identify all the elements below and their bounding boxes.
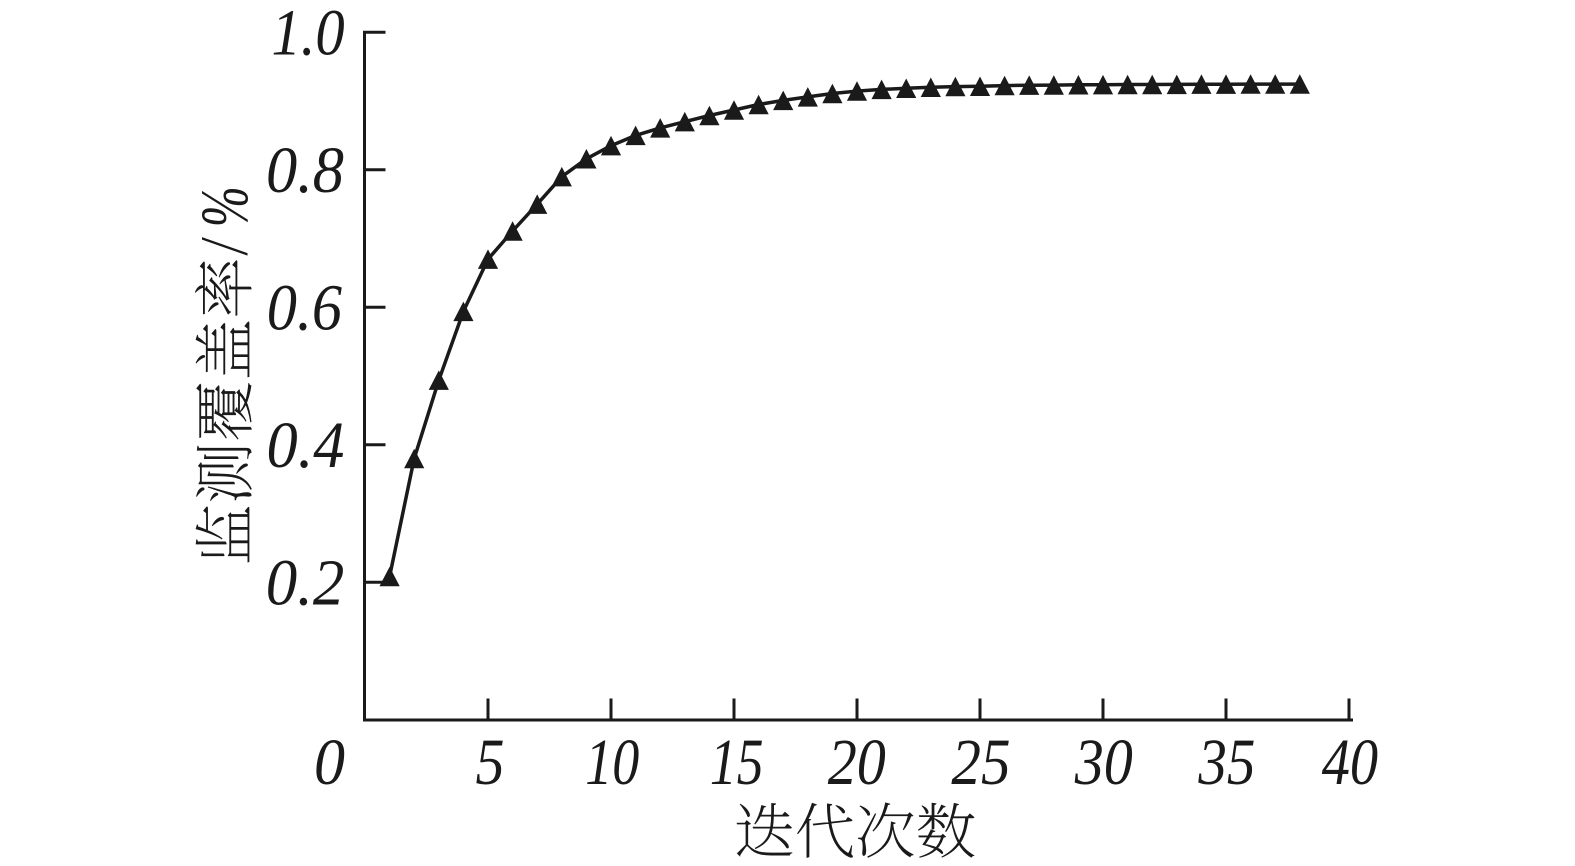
- svg-text:%: %: [187, 186, 262, 227]
- svg-text:20: 20: [828, 726, 886, 799]
- svg-text:0.6: 0.6: [267, 271, 342, 344]
- svg-text:35: 35: [1198, 726, 1256, 799]
- svg-text:0.4: 0.4: [267, 409, 345, 482]
- svg-text:30: 30: [1074, 726, 1133, 799]
- svg-text:0.2: 0.2: [266, 546, 345, 619]
- svg-text:1.0: 1.0: [272, 0, 345, 69]
- svg-text:10: 10: [585, 726, 639, 799]
- svg-text:40: 40: [1322, 726, 1378, 799]
- svg-text:/: /: [187, 236, 262, 256]
- svg-text:25: 25: [951, 726, 1010, 799]
- svg-text:0: 0: [314, 726, 345, 799]
- svg-text:15: 15: [710, 726, 764, 799]
- svg-text:5: 5: [476, 726, 505, 799]
- svg-text:0.8: 0.8: [266, 134, 344, 207]
